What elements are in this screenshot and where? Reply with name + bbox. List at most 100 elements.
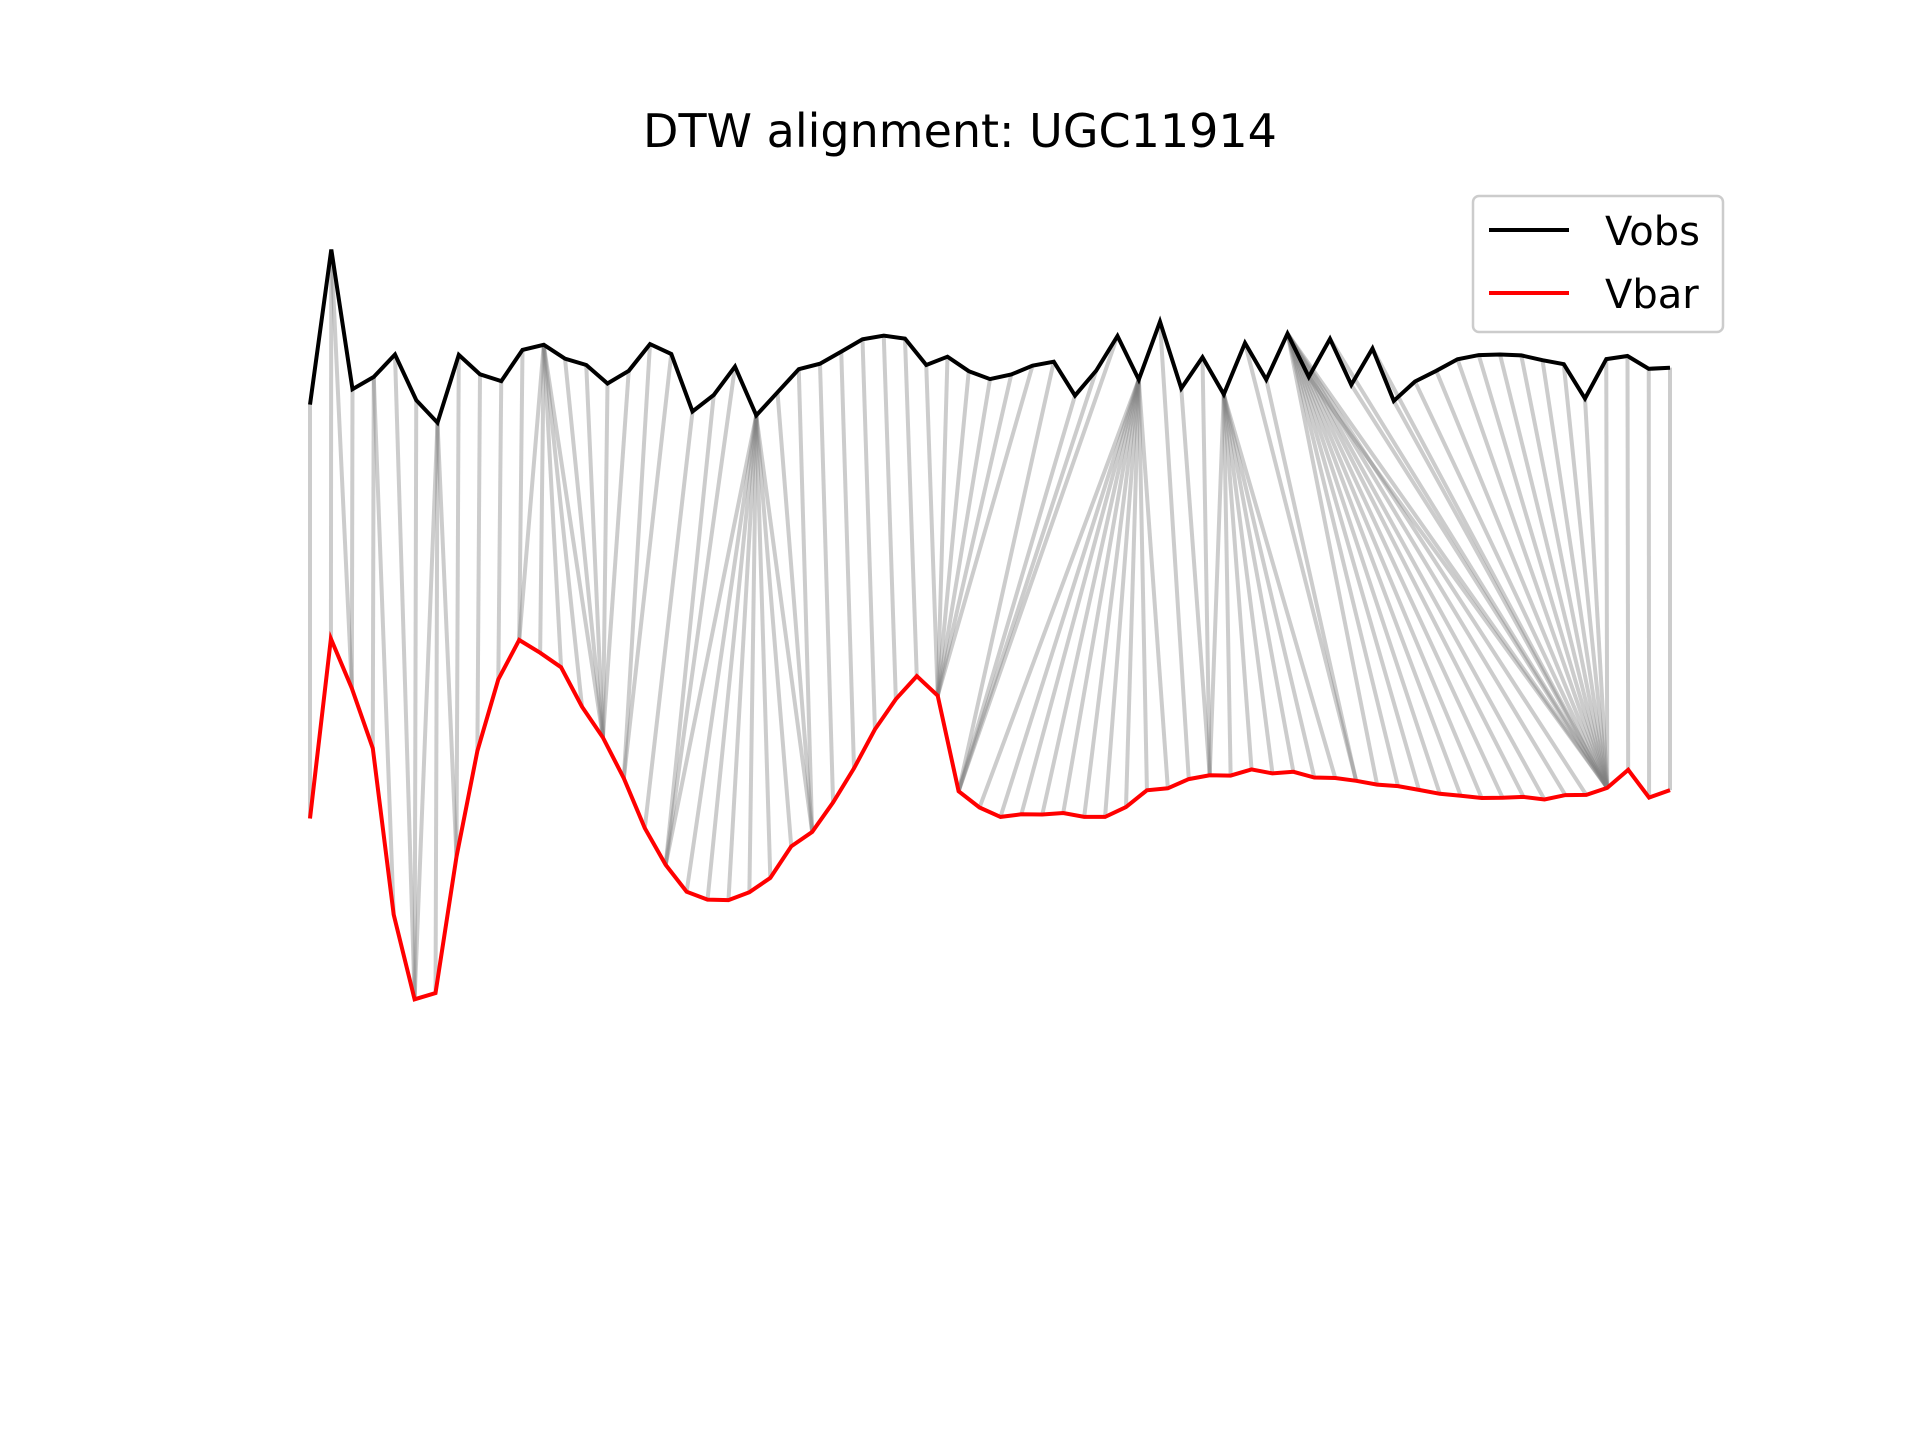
alignment-line <box>1604 359 1610 788</box>
alignment-line <box>1328 337 1609 789</box>
alignment-line <box>1519 354 1610 789</box>
alignment-line <box>754 415 773 878</box>
alignment-line <box>1561 363 1610 789</box>
alignment-line <box>600 370 631 738</box>
alignment-line <box>1285 332 1442 795</box>
alignment-line <box>754 415 794 847</box>
alignment-line <box>1061 379 1141 814</box>
alignment-line <box>1307 375 1609 790</box>
alignment-line <box>1264 379 1359 782</box>
alignment-line <box>935 365 1035 697</box>
alignment-line <box>517 344 546 641</box>
alignment-line <box>1498 353 1610 789</box>
alignment-line <box>642 411 695 829</box>
legend-label-vbar: Vbar <box>1605 272 1699 318</box>
alignment-line <box>1285 332 1547 801</box>
alignment-line <box>1124 379 1141 808</box>
alignment-lines <box>308 249 1672 1000</box>
alignment-line <box>563 358 605 738</box>
alignment-line <box>1200 357 1212 776</box>
alignment-line <box>1243 342 1359 782</box>
alignment-line <box>412 422 440 1000</box>
alignment-line <box>541 344 605 738</box>
alignment-line <box>1019 379 1141 815</box>
alignment-line <box>1285 332 1609 790</box>
alignment-line <box>1285 332 1588 797</box>
alignment-line <box>935 371 971 696</box>
alignment-line <box>1625 356 1631 770</box>
series-lines <box>308 249 1671 1002</box>
alignment-line <box>435 422 459 857</box>
alignment-line <box>1136 379 1149 791</box>
alignment-line <box>600 383 610 738</box>
alignment-line <box>496 381 504 680</box>
alignment-line <box>663 415 759 866</box>
alignment-line <box>1179 388 1212 776</box>
alignment-line <box>726 415 759 901</box>
alignment-line <box>1413 380 1610 789</box>
alignment-line <box>1349 383 1609 789</box>
alignment-line <box>924 364 940 696</box>
alignment-line <box>956 335 1120 792</box>
legend-label-vobs: Vobs <box>1605 209 1700 255</box>
alignment-line <box>663 394 716 866</box>
alignment-line <box>1207 394 1226 776</box>
alignment-line <box>1285 332 1505 799</box>
alignment-line <box>538 344 546 653</box>
alignment-line <box>1221 394 1254 770</box>
alignment-line <box>1221 393 1296 773</box>
alignment-line <box>998 378 1141 818</box>
alignment-line <box>517 349 525 641</box>
alignment-line <box>1285 333 1400 787</box>
alignment-line <box>370 376 376 749</box>
alignment-line <box>1221 394 1275 774</box>
alignment-line <box>1103 379 1141 818</box>
alignment-line <box>881 335 898 700</box>
alignment-line <box>1540 359 1610 789</box>
alignment-line <box>663 366 737 866</box>
alignment-line <box>1370 347 1609 789</box>
alignment-line <box>621 344 652 779</box>
alignment-line <box>1221 393 1317 778</box>
series-line-vbar <box>308 630 1671 1002</box>
alignment-line <box>935 378 992 697</box>
alignment-line <box>747 415 759 893</box>
alignment-line <box>412 400 419 1000</box>
alignment-line <box>903 338 919 677</box>
alignment-line <box>839 351 856 769</box>
alignment-line <box>433 422 440 994</box>
alignment-line <box>684 415 759 893</box>
chart-title: DTW alignment: UGC11914 <box>643 104 1277 158</box>
alignment-line <box>977 378 1141 809</box>
alignment-line <box>349 389 355 689</box>
alignment-line <box>956 361 1056 792</box>
alignment-line <box>1158 321 1191 780</box>
alignment-line <box>956 369 1099 792</box>
alignment-line <box>1476 354 1610 789</box>
alignment-line <box>1136 379 1170 789</box>
alignment-line <box>1285 332 1526 798</box>
alignment-line <box>475 374 482 751</box>
alignment-line <box>371 376 396 915</box>
alignment-line <box>454 354 461 857</box>
alignment-line <box>956 395 1077 792</box>
alignment-line <box>1285 333 1380 785</box>
alignment-line <box>935 374 1014 697</box>
alignment-line <box>796 369 815 832</box>
legend: Vobs Vbar <box>1471 194 1725 334</box>
alignment-line <box>621 353 674 779</box>
alignment-line <box>1040 379 1141 815</box>
alignment-line <box>1285 332 1568 797</box>
alignment-line <box>1285 332 1463 797</box>
alignment-line <box>754 415 815 833</box>
alignment-line <box>1221 394 1233 776</box>
alignment-line <box>935 356 950 696</box>
alignment-line <box>1285 333 1421 791</box>
alignment-line <box>1221 393 1338 779</box>
alignment-line <box>1434 370 1610 789</box>
alignment-line <box>584 364 605 738</box>
alignment-line <box>775 392 815 833</box>
alignment-line <box>1583 398 1610 788</box>
series-line-vobs <box>308 249 1671 427</box>
